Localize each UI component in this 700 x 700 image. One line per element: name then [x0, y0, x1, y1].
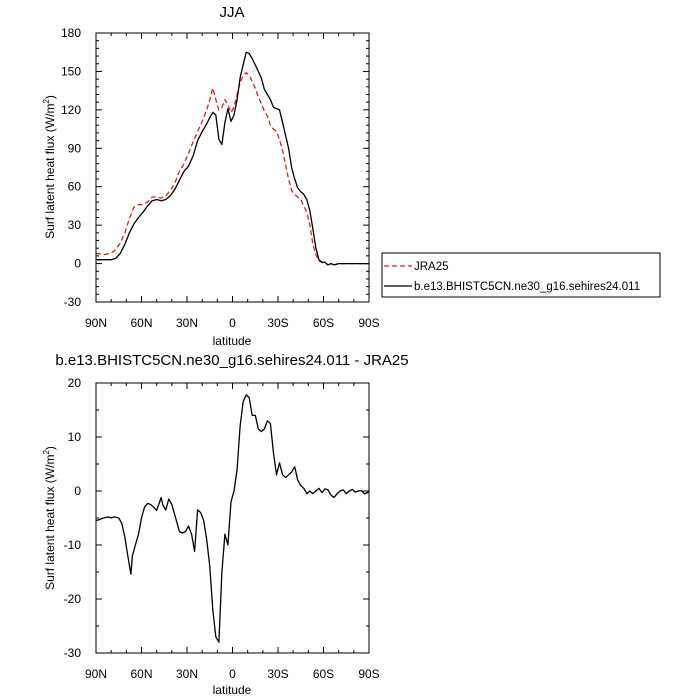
- top-x-tick-label: 60S: [313, 316, 334, 330]
- bottom-y-tick-label: -20: [64, 592, 82, 606]
- bottom-x-tick-label: 30S: [267, 667, 288, 681]
- top-y-tick-label: 150: [61, 64, 81, 78]
- bottom-y-tick-label: 0: [74, 484, 81, 498]
- top-x-tick-label: 90S: [358, 316, 379, 330]
- bottom-plot-area: 90N 60N 30N 0 30S 60S 90S -30 -20 -10 0 10 20: [64, 376, 380, 681]
- top-y-tick-label: 30: [68, 218, 82, 232]
- top-x-tick-label: 90N: [85, 316, 107, 330]
- top-series-line-0: [95, 72, 369, 266]
- top-y-tick-label: 60: [68, 180, 82, 194]
- bottom-series-line-0: [95, 394, 370, 643]
- top-x-tick-label: 60N: [130, 316, 152, 330]
- top-plot-frame: [95, 32, 370, 303]
- top-chart-title: JJA: [219, 4, 244, 21]
- bottom-chart-title: b.e13.BHISTC5CN.ne30_g16.sehires24.011 -…: [55, 352, 408, 369]
- top-y-tick-label: -30: [64, 295, 82, 309]
- top-series-line-1: [96, 51, 369, 266]
- legend-label-model: b.e13.BHISTC5CN.ne30_g16.sehires24.011: [414, 281, 640, 293]
- legend: JRA25 b.e13.BHISTC5CN.ne30_g16.sehires24…: [381, 252, 661, 298]
- bottom-y-axis-label: Surf latent heat flux (W/m2): [42, 446, 57, 590]
- top-x-tick-label: 30S: [267, 316, 288, 330]
- bottom-x-tick-label: 60N: [130, 667, 152, 681]
- bottom-y-tick-label: 10: [68, 430, 82, 444]
- top-panel: JJA 90N 60N 30N 0 30S 60S 90S -30 0 30 60 90 120 150 1…: [42, 4, 380, 348]
- top-x-tick-label: 30N: [176, 316, 198, 330]
- top-x-tick-label: 0: [229, 316, 236, 330]
- bottom-y-tick-label: -30: [64, 646, 82, 660]
- bottom-panel: b.e13.BHISTC5CN.ne30_g16.sehires24.011 -…: [42, 352, 409, 697]
- legend-frame: [381, 252, 661, 298]
- bottom-y-tick-label: 20: [68, 376, 82, 390]
- top-y-tick-label: 120: [61, 103, 81, 117]
- legend-label-jra25: JRA25: [414, 261, 449, 273]
- bottom-plot-frame: [95, 382, 370, 654]
- top-y-axis-label: Surf latent heat flux (W/m2): [42, 95, 57, 239]
- top-plot-area: 90N 60N 30N 0 30S 60S 90S -30 0 30 60 90 120 150 180: [61, 26, 380, 330]
- top-y-tick-label: 0: [74, 257, 81, 271]
- top-y-tick-label: 90: [68, 141, 82, 155]
- top-x-axis-label: latitude: [213, 334, 252, 348]
- bottom-x-tick-label: 90N: [85, 667, 107, 681]
- top-y-tick-label: 180: [61, 26, 81, 40]
- bottom-x-axis-label: latitude: [213, 683, 252, 697]
- bottom-x-tick-label: 0: [229, 667, 236, 681]
- bottom-x-tick-label: 90S: [358, 667, 379, 681]
- bottom-x-tick-label: 30N: [176, 667, 198, 681]
- bottom-y-tick-label: -10: [64, 538, 82, 552]
- bottom-x-tick-label: 60S: [313, 667, 334, 681]
